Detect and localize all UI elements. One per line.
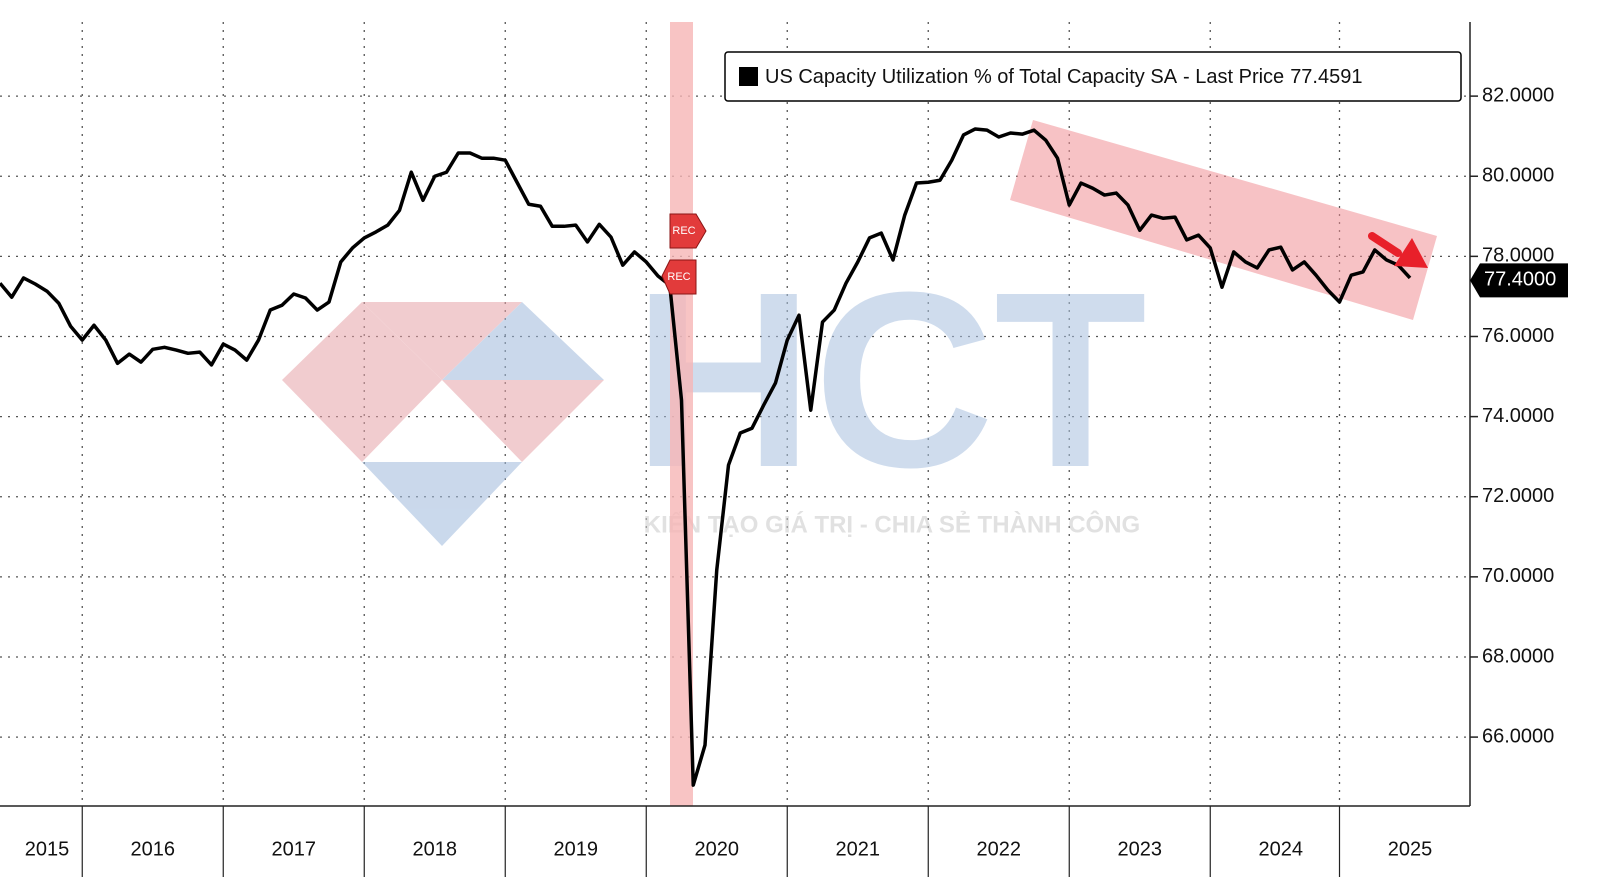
y-tick-label: 76.0000 bbox=[1482, 325, 1554, 347]
legend: US Capacity Utilization % of Total Capac… bbox=[724, 51, 1462, 102]
recession-flag: REC bbox=[669, 213, 707, 249]
legend-label: US Capacity Utilization % of Total Capac… bbox=[765, 66, 1178, 88]
current-tag-box bbox=[1470, 263, 1568, 298]
x-tick-label: 2016 bbox=[131, 838, 176, 860]
trend-arrow bbox=[1368, 232, 1402, 257]
legend-last-value: 77.4591 bbox=[1290, 66, 1362, 88]
watermark: HCT KIẾN TẠO GIÁ TRỊ - CHIA SẺ THÀNH CÔN… bbox=[282, 240, 1147, 546]
logo-shape bbox=[442, 380, 604, 462]
x-tick-label: 2017 bbox=[272, 838, 317, 860]
recession-flag: REC bbox=[661, 259, 697, 295]
logo-shape bbox=[362, 462, 522, 546]
logo-shape bbox=[362, 302, 522, 380]
logo-shape bbox=[282, 302, 442, 380]
watermark-logo: HCT bbox=[633, 240, 1147, 519]
x-tick-label: 2019 bbox=[554, 838, 599, 860]
legend-swatch bbox=[739, 67, 758, 86]
logo-shape bbox=[282, 380, 442, 462]
trend-arrow-head bbox=[1394, 238, 1428, 268]
line-series bbox=[0, 127, 1412, 787]
recession-label: REC bbox=[667, 271, 690, 283]
watermark-slogan: KIẾN TẠO GIÁ TRỊ - CHIA SẺ THÀNH CÔNG bbox=[644, 509, 1140, 538]
axes: 66.0000 68.0000 70.0000 72.0000 74.0000 76.00… bbox=[25, 84, 1568, 877]
y-tick-label: 70.0000 bbox=[1482, 565, 1554, 587]
x-tick-label: 2023 bbox=[1118, 838, 1163, 860]
x-tick-label: 2020 bbox=[695, 838, 740, 860]
y-tick-label: 74.0000 bbox=[1482, 405, 1554, 427]
x-tick-label: 2024 bbox=[1259, 838, 1304, 860]
legend-box bbox=[724, 51, 1462, 102]
y-tick-label: 66.0000 bbox=[1482, 725, 1554, 747]
x-tick-label: 2018 bbox=[413, 838, 458, 860]
x-tick-label: 2025 bbox=[1388, 838, 1433, 860]
legend-last-label: - Last Price bbox=[1183, 66, 1284, 88]
logo-shape bbox=[442, 302, 604, 380]
x-tick-label: 2022 bbox=[977, 838, 1022, 860]
current-tag-label: 77.4000 bbox=[1484, 269, 1556, 291]
y-tick-label: 80.0000 bbox=[1482, 165, 1554, 187]
recession-label: REC bbox=[672, 225, 695, 237]
x-tick-label: 2021 bbox=[836, 838, 881, 860]
trend-channel bbox=[1010, 120, 1437, 320]
plot bbox=[0, 127, 1412, 787]
y-tick-label: 72.0000 bbox=[1482, 485, 1554, 507]
y-tick-label: 78.0000 bbox=[1482, 245, 1554, 267]
y-tick-label: 68.0000 bbox=[1482, 645, 1554, 667]
legend-text: US Capacity Utilization % of Total Capac… bbox=[765, 66, 1362, 88]
x-tick-label: 2015 bbox=[25, 838, 70, 860]
y-tick-label: 82.0000 bbox=[1482, 84, 1554, 106]
